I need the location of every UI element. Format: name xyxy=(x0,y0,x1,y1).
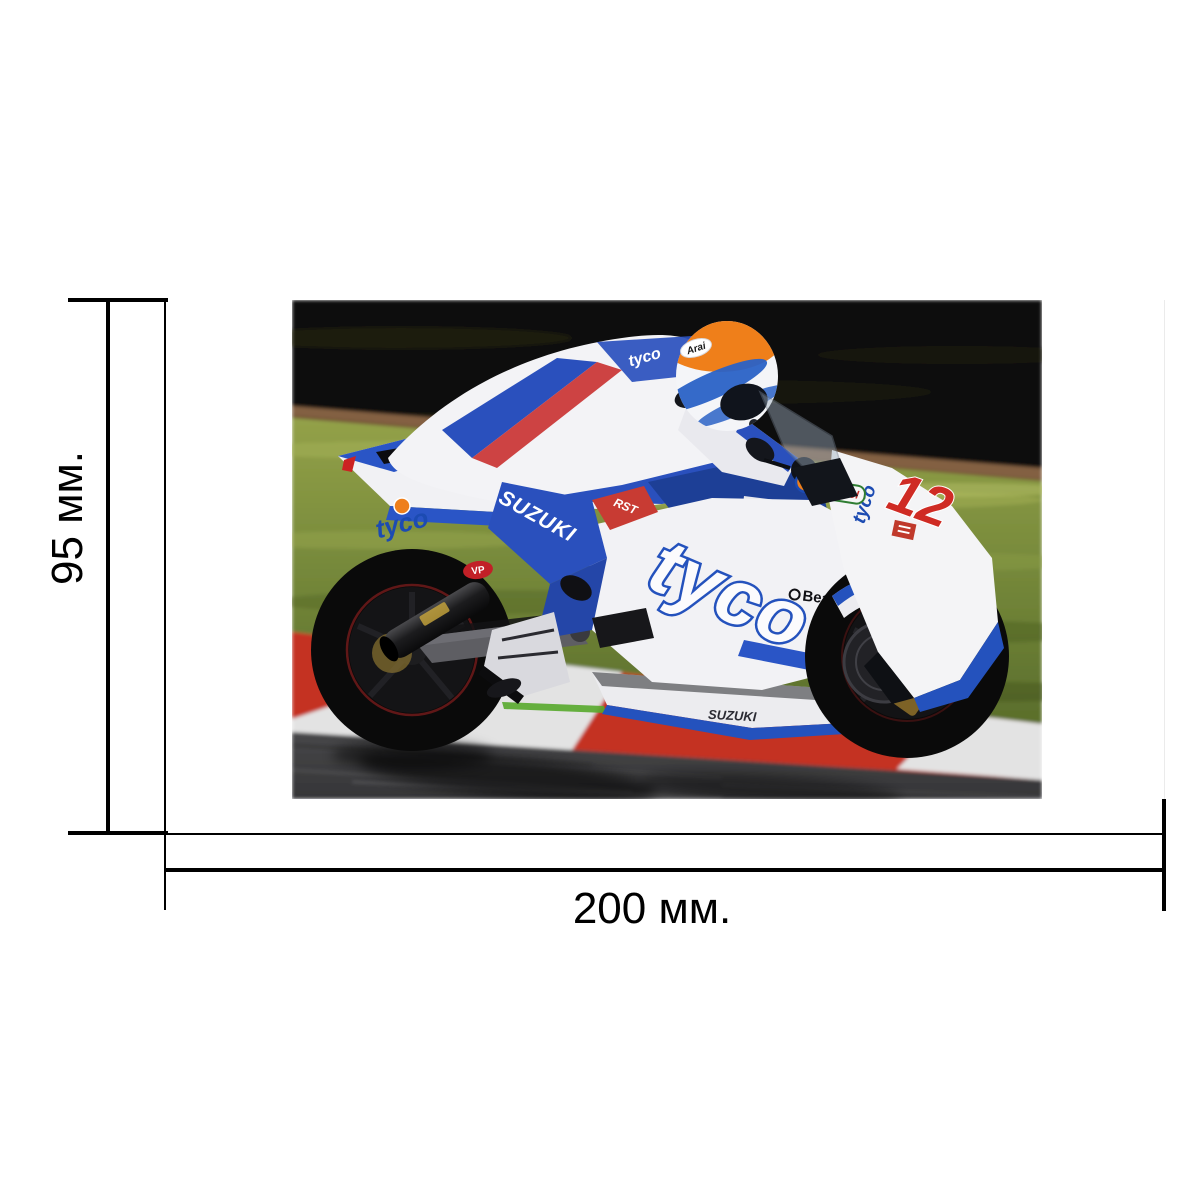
rider-boot xyxy=(478,612,570,704)
extension-line-horizontal xyxy=(166,833,1164,835)
motorcycle-and-rider: SUZUKI tyco xyxy=(311,321,1009,758)
exhaust-muffler xyxy=(379,582,490,662)
belly-logo: SUZUKI xyxy=(708,707,757,725)
height-label: 95 мм. xyxy=(43,451,92,585)
rider-torso: tyco xyxy=(388,334,748,509)
width-label: 200 мм. xyxy=(572,884,732,933)
rider-leg: SUZUKI RST xyxy=(478,482,658,704)
height-tick-bottom xyxy=(68,831,168,835)
extension-line-vertical xyxy=(164,300,166,910)
extension-line-right-faint xyxy=(1164,300,1165,799)
motorcycle-photo-illustration: SUZUKI tyco xyxy=(292,300,1042,799)
width-tick-right xyxy=(1162,799,1166,911)
elbow-pad xyxy=(745,437,775,463)
helmet-brand-logo: Arai xyxy=(680,338,712,358)
width-dimension-line xyxy=(164,868,1166,872)
knee-slider xyxy=(560,575,592,601)
height-dimension-line xyxy=(106,300,110,833)
vp-logo: VP xyxy=(463,560,493,580)
svg-text:VP: VP xyxy=(471,565,486,578)
footpeg-guard xyxy=(592,608,654,648)
green-belly-strip xyxy=(502,702,606,713)
height-tick-top xyxy=(68,298,168,302)
visor xyxy=(720,383,768,421)
helmet: Arai xyxy=(676,321,778,431)
air-intake xyxy=(864,652,914,704)
product-photo: SUZUKI tyco xyxy=(292,300,1042,799)
tail-roundel-side xyxy=(393,497,411,515)
yoshimura-logo xyxy=(891,519,917,541)
bike-shadow xyxy=(332,741,902,799)
handlebar-controls xyxy=(763,458,858,506)
main-fairing: tyco Beacon R VP xyxy=(463,498,872,690)
